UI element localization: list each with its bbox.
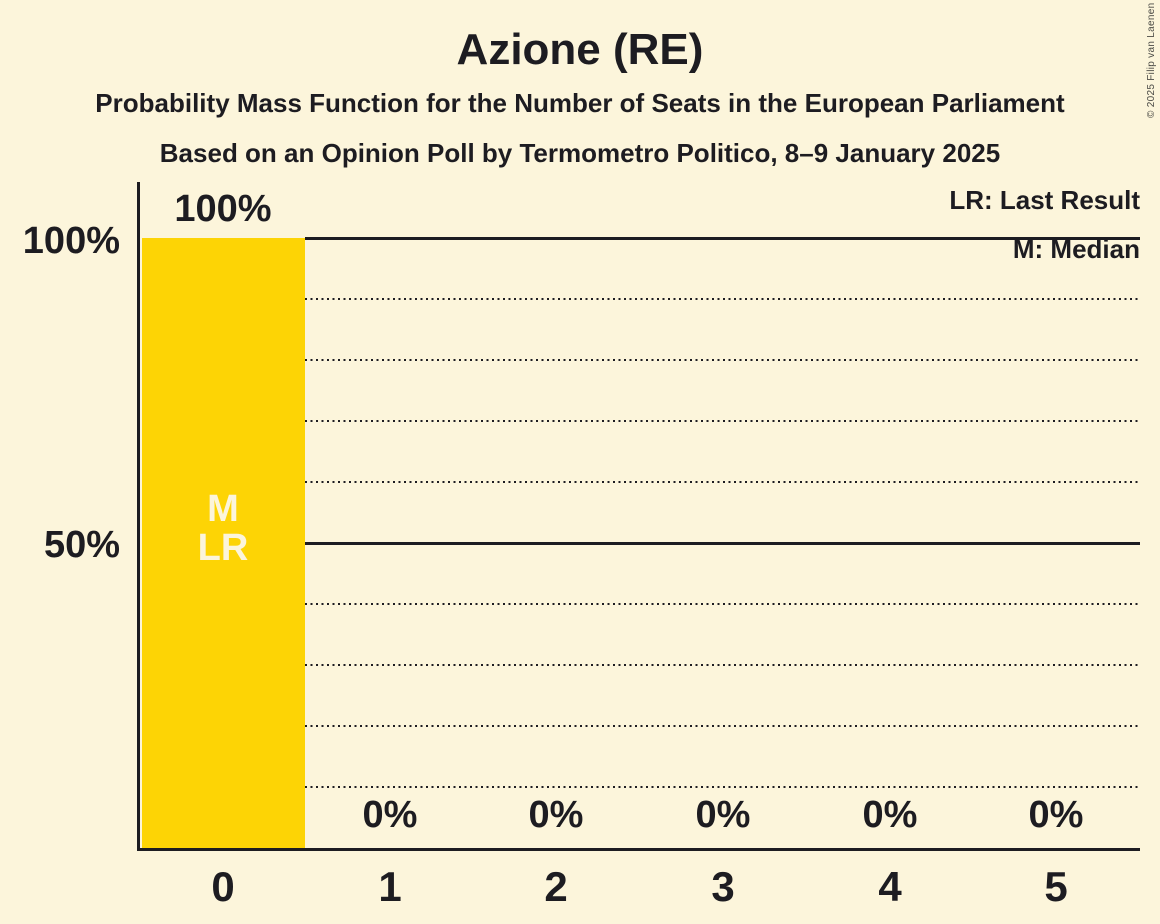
gridline-dotted-40 [305, 603, 1140, 605]
bar-value-label-0: 100% [174, 188, 272, 230]
xtick-seats-3: 3 [711, 863, 735, 910]
gridline-dotted-20 [305, 725, 1140, 727]
gridline-dotted-70 [305, 420, 1140, 422]
bar-seats-0 [141, 238, 305, 848]
last-result-marker-label: LR [197, 527, 249, 569]
y-axis-line [137, 182, 140, 851]
bar-value-label-2: 0% [528, 794, 584, 836]
bar-value-label-4: 0% [862, 794, 918, 836]
gridline-solid-50 [305, 541, 1140, 545]
xtick-seats-0: 0 [211, 863, 235, 910]
bar-value-label-5: 0% [1028, 794, 1084, 836]
x-axis-line [137, 848, 1140, 851]
xtick-seats-5: 5 [1044, 863, 1068, 910]
median-marker-label: M [207, 488, 239, 530]
gridline-dotted-30 [305, 664, 1140, 666]
chart-source-line: Based on an Opinion Poll by Termometro P… [159, 138, 1001, 168]
bar-value-label-3: 0% [695, 794, 751, 836]
chart-title: Azione (RE) [456, 25, 704, 74]
xtick-seats-4: 4 [878, 863, 902, 910]
legend-last-result: LR: Last Result [949, 185, 1140, 215]
ytick-50-percent: 50% [43, 524, 120, 566]
gridline-dotted-90 [305, 298, 1140, 300]
gridline-dotted-60 [305, 481, 1140, 483]
chart-subtitle: Probability Mass Function for the Number… [95, 88, 1065, 118]
gridline-solid-100 [305, 236, 1140, 240]
gridline-dotted-10 [305, 786, 1140, 788]
xtick-seats-1: 1 [378, 863, 402, 910]
legend-median: M: Median [1012, 234, 1140, 264]
gridline-dotted-80 [305, 359, 1140, 361]
xtick-seats-2: 2 [544, 863, 568, 910]
ytick-100-percent: 100% [22, 220, 120, 262]
bar-value-label-1: 0% [362, 794, 418, 836]
